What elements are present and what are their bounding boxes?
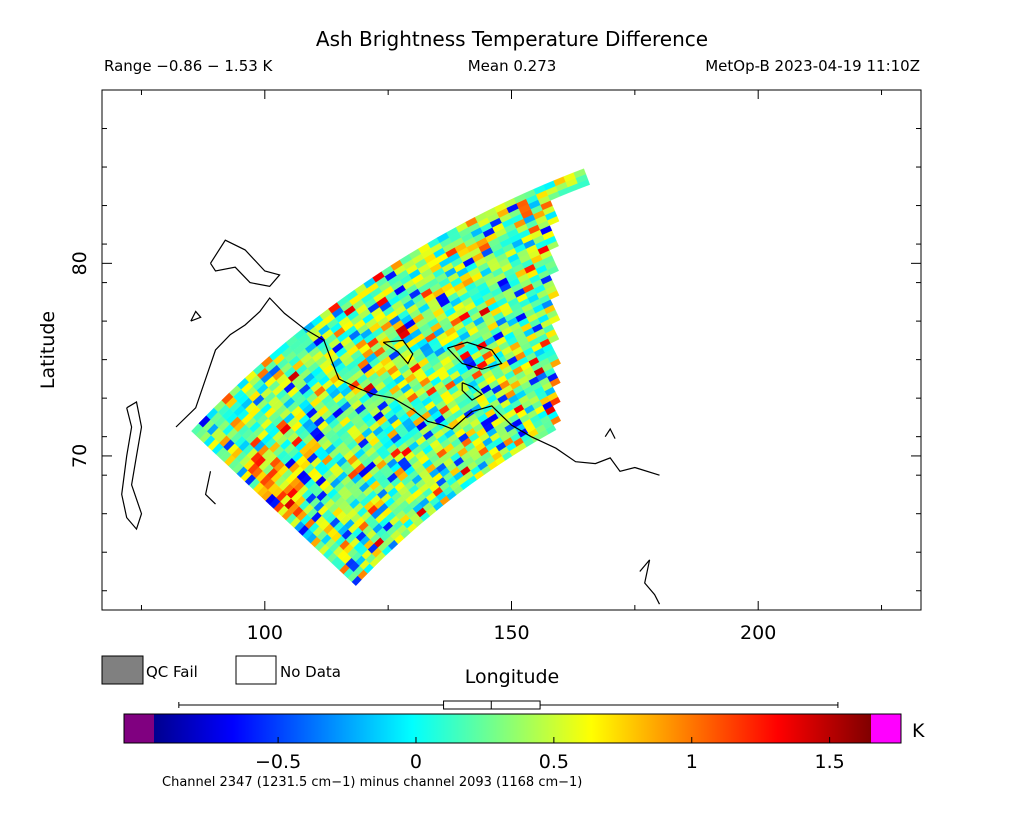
coastline bbox=[190, 310, 202, 322]
colorbar-unit: K bbox=[912, 720, 925, 742]
y-axis-label: Latitude bbox=[37, 311, 59, 389]
qc-fail-label: QC Fail bbox=[146, 663, 198, 681]
colorbar-over bbox=[871, 714, 901, 743]
swath-data bbox=[191, 168, 591, 586]
x-tick-label: 100 bbox=[247, 622, 283, 644]
chart-title: Ash Brightness Temperature Difference bbox=[316, 27, 708, 51]
coastline bbox=[446, 341, 503, 370]
mean-label: Mean 0.273 bbox=[468, 57, 557, 75]
no-data-label: No Data bbox=[280, 663, 341, 681]
colorbar-tick-label: 1 bbox=[686, 751, 698, 773]
coastline bbox=[604, 427, 616, 439]
coastlines bbox=[121, 239, 661, 605]
colorbar-tick-label: 1.5 bbox=[815, 751, 845, 773]
colorbar bbox=[123, 713, 902, 744]
coastline bbox=[639, 559, 661, 605]
coastline bbox=[209, 239, 281, 288]
colorbar-tick-label: 0 bbox=[410, 751, 422, 773]
no-data-swatch bbox=[235, 655, 277, 685]
x-axis-label: Longitude bbox=[465, 666, 560, 688]
satellite-time-label: MetOp-B 2023-04-19 11:10Z bbox=[705, 57, 920, 75]
coastline bbox=[382, 339, 414, 365]
colorbar-frame bbox=[123, 713, 902, 744]
colorbar-tick-label: 0.5 bbox=[539, 751, 569, 773]
y-tick-label: 70 bbox=[69, 444, 91, 468]
qc-fail-swatch bbox=[101, 655, 144, 685]
x-tick-label: 200 bbox=[740, 622, 776, 644]
coastline bbox=[461, 382, 483, 401]
swath-cell bbox=[573, 168, 587, 179]
colorbar-under bbox=[124, 714, 154, 743]
x-tick-label: 150 bbox=[493, 622, 529, 644]
coastline bbox=[204, 471, 216, 505]
colorbar-caption: Channel 2347 (1231.5 cm−1) minus channel… bbox=[162, 775, 582, 790]
colorbar-tick-label: −0.5 bbox=[255, 751, 301, 773]
range-label: Range −0.86 − 1.53 K bbox=[104, 57, 274, 75]
coastline bbox=[175, 297, 660, 476]
y-tick-label: 80 bbox=[69, 251, 91, 275]
colorbar-gradient bbox=[154, 714, 871, 743]
coastline bbox=[121, 401, 143, 531]
range-box bbox=[443, 700, 541, 710]
